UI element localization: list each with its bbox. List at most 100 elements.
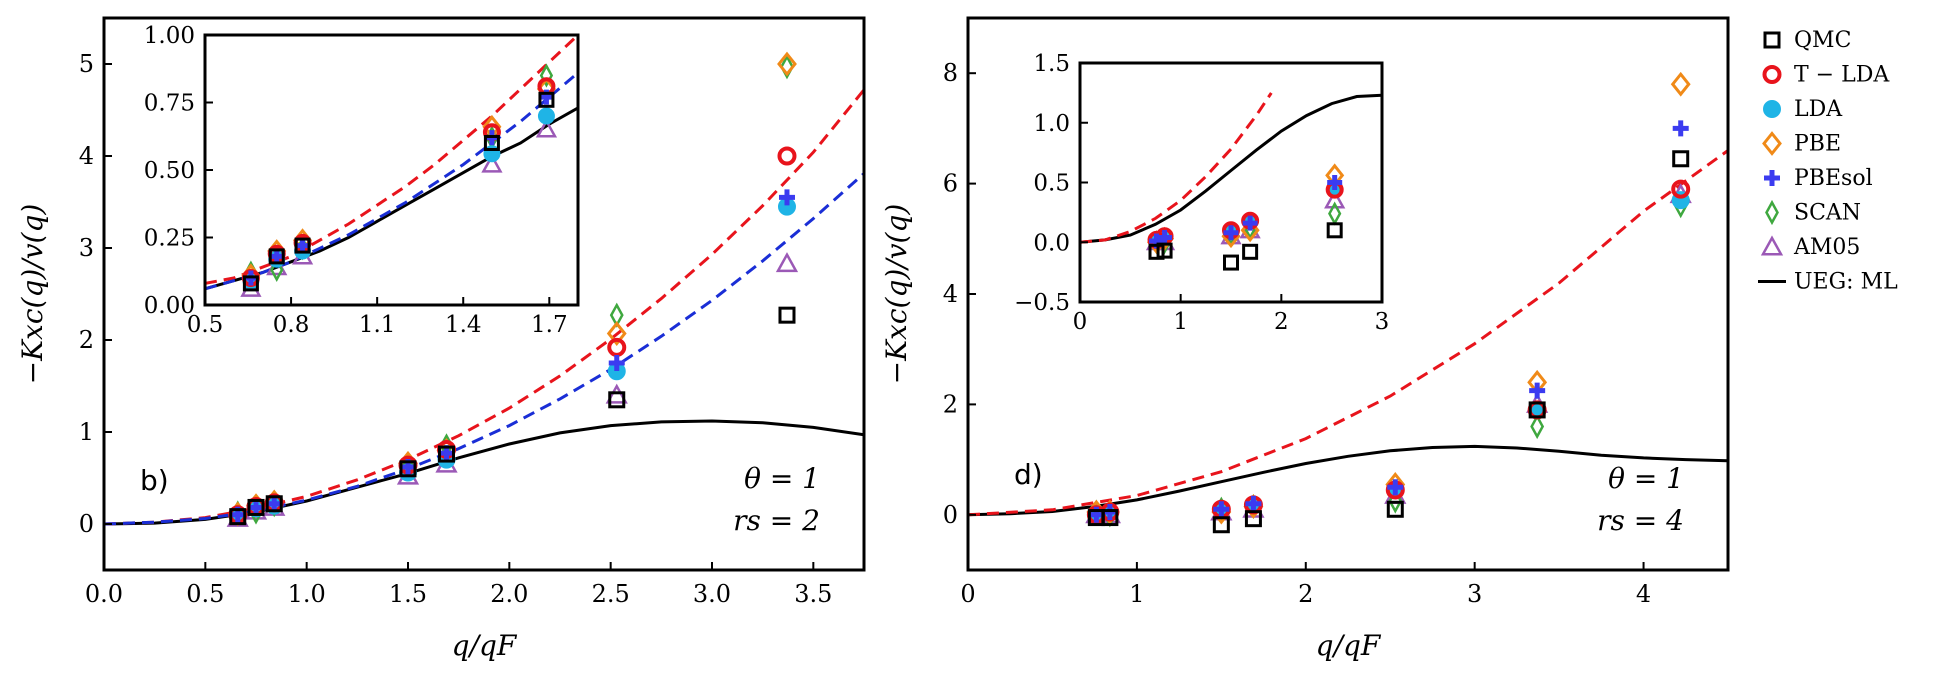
right-main-panel-label: d) — [1014, 458, 1043, 491]
data-point — [608, 391, 626, 409]
y-tick-label: 3 — [79, 234, 94, 262]
data-point — [778, 306, 796, 324]
data-point — [399, 460, 417, 478]
y-tick-label: 2 — [943, 390, 958, 418]
y-tick-label: 1.5 — [1033, 51, 1070, 77]
right-main-series-qmc — [1087, 150, 1690, 534]
left-main-series-qmc — [229, 306, 796, 526]
legend-label: AM05 — [1793, 235, 1860, 260]
y-tick-label: 2 — [79, 326, 94, 354]
data-point — [606, 321, 627, 346]
data-point — [248, 499, 264, 516]
x-tick-label: 4 — [1636, 580, 1651, 608]
y-tick-label: 0.50 — [144, 158, 195, 184]
y-tick-label: 1.0 — [1033, 111, 1070, 137]
legend-label: LDA — [1794, 97, 1843, 122]
x-tick-label: 0 — [960, 580, 975, 608]
y-tick-label: 6 — [943, 170, 958, 198]
x-tick-label: 3 — [1375, 309, 1390, 335]
legend-item: SCAN — [1765, 199, 1861, 226]
data-point — [294, 237, 311, 254]
data-point — [1324, 189, 1346, 209]
data-point — [777, 146, 797, 166]
data-point — [1213, 501, 1230, 518]
legend-item: PBEsol — [1764, 166, 1873, 191]
legend-label: PBE — [1794, 132, 1841, 157]
y-tick-label: 8 — [943, 59, 958, 87]
data-point — [1670, 71, 1691, 97]
y-tick-label: 4 — [79, 142, 94, 170]
legend-item: AM05 — [1760, 235, 1860, 260]
y-tick-label: 5 — [79, 50, 94, 78]
data-point — [538, 91, 555, 108]
data-point — [1223, 254, 1239, 271]
right-main-y-axis-title: −Kxc(q)/v(q) — [880, 204, 913, 385]
legend-marker — [1765, 199, 1779, 226]
x-tick-label: 1.1 — [359, 312, 396, 338]
left-main-annotation-rs: rs = 2 — [733, 504, 820, 537]
legend-label: PBEsol — [1794, 166, 1873, 191]
x-tick-label: 1.4 — [445, 312, 482, 338]
left-inset-series-qmc — [242, 91, 555, 292]
data-point — [537, 107, 555, 125]
legend-item: UEG: ML — [1758, 270, 1898, 295]
x-tick-label: 1.7 — [531, 312, 568, 338]
right-main-series-pbesol — [1088, 120, 1689, 523]
x-tick-label: 1.0 — [288, 580, 326, 608]
data-point — [1672, 120, 1689, 137]
data-point — [777, 51, 797, 77]
legend: QMC T − LDA LDA PBE PBEsol SCAN AM05 UEG: ML — [1758, 28, 1898, 295]
left-main-frame — [102, 16, 866, 572]
data-point — [1101, 509, 1119, 527]
data-point — [266, 495, 283, 512]
x-tick-label: 2.5 — [592, 580, 630, 608]
legend-marker — [1764, 170, 1780, 186]
data-point — [1156, 242, 1173, 259]
left-main-x-axis-title: q/qF — [452, 629, 518, 662]
legend-item: QMC — [1763, 28, 1851, 53]
data-point — [1671, 179, 1691, 199]
data-point — [1148, 243, 1165, 260]
legend-item: PBE — [1762, 131, 1841, 157]
data-point — [1672, 150, 1690, 168]
left-inset-line-t-lda-fit — [205, 35, 578, 285]
data-point — [780, 54, 794, 80]
y-tick-label: 0.75 — [144, 91, 195, 117]
left-main-panel-label: b) — [140, 464, 169, 497]
right-main-annotation-rs: rs = 4 — [1597, 504, 1684, 537]
data-point — [265, 495, 283, 513]
y-tick-label: 0.5 — [1033, 171, 1070, 197]
data-point — [1242, 243, 1259, 260]
x-tick-label: 0.8 — [273, 312, 310, 338]
x-tick-label: 2 — [1298, 580, 1313, 608]
data-point — [1212, 516, 1230, 534]
left-inset-line-lda-fit — [205, 71, 578, 291]
x-tick-label: 2.0 — [490, 580, 528, 608]
right-inset-line-ueg-ml — [1080, 93, 1382, 244]
y-tick-label: 1.00 — [144, 23, 195, 49]
left-main-annotation-theta: θ = 1 — [744, 462, 820, 495]
legend-marker — [1762, 131, 1782, 156]
legend-label: SCAN — [1794, 201, 1861, 226]
data-point — [1244, 510, 1262, 528]
y-tick-label: 1 — [79, 418, 94, 446]
y-tick-label: 0.0 — [1033, 230, 1070, 256]
left-main-line-lda-fit — [104, 172, 864, 526]
data-point — [247, 498, 265, 516]
data-point — [608, 355, 625, 371]
y-tick-label: 0.00 — [144, 293, 195, 319]
left-inset-plot-area — [205, 35, 578, 297]
x-tick-label: 1.5 — [389, 580, 427, 608]
right-inset-series-qmc — [1148, 222, 1343, 271]
data-point — [607, 337, 627, 357]
legend-marker — [1762, 65, 1782, 84]
right-main-plot-area — [968, 71, 1728, 534]
legend-label: T − LDA — [1794, 63, 1890, 88]
y-tick-label: 0 — [943, 501, 958, 529]
x-tick-label: 2 — [1274, 309, 1289, 335]
data-point — [438, 445, 456, 463]
left-inset-background — [205, 35, 578, 305]
data-point — [775, 252, 799, 273]
data-point — [1387, 479, 1404, 496]
left-main-y-axis-title: −Kxc(q)/v(q) — [16, 204, 49, 385]
